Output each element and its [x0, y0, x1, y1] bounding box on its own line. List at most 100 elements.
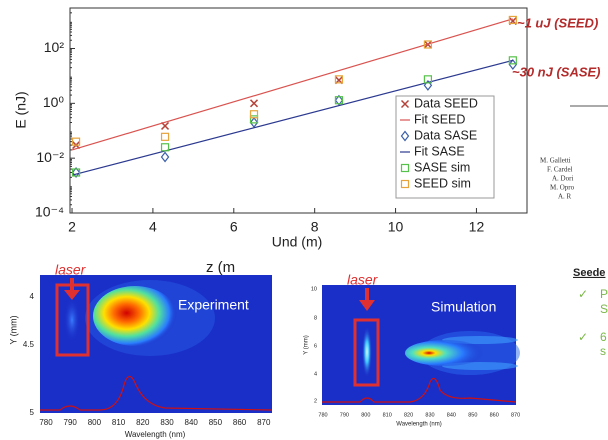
data-point: [71, 137, 81, 146]
author: A. R: [558, 193, 572, 201]
x-tick-label: 810: [112, 418, 126, 427]
x-tick-label: 8: [311, 219, 319, 235]
side-item: P: [600, 287, 608, 301]
legend-swatch: [400, 99, 410, 109]
x-tick-label: 840: [447, 412, 456, 418]
y-tick-label: 8: [314, 315, 317, 321]
experiment-panel: laser Experiment Y (mm) Wavelength (nm): [8, 262, 273, 439]
data-point: [508, 59, 518, 71]
x-tick-label: 830: [160, 418, 174, 427]
fit-line: [71, 18, 514, 151]
panel-title: Experiment: [178, 297, 249, 313]
spectrum: [322, 377, 517, 403]
y-tick-label: 6: [314, 343, 317, 349]
legend-label: Fit SEED: [414, 112, 465, 126]
side-heading: Seede: [573, 267, 605, 279]
data-point: [71, 167, 81, 178]
y-tick-label: 10: [311, 286, 317, 292]
author: A. Dori: [552, 175, 573, 183]
y-tick-label: 5: [30, 408, 35, 417]
laser-spot: [64, 298, 80, 342]
side-item: S: [600, 302, 608, 316]
x-axis-label: Wavelength (nm): [396, 422, 441, 428]
heatmap-blob: [93, 286, 177, 346]
panel-label: laser: [347, 272, 379, 288]
data-point: [249, 110, 259, 119]
data-point: [334, 75, 344, 84]
arrow-head: [359, 300, 375, 311]
panel-label: laser: [55, 262, 87, 278]
data-point: [160, 151, 170, 163]
y-tick-label: 4: [314, 371, 317, 377]
x-axis-label: Wavelength (nm): [125, 430, 186, 439]
legend-swatch: [400, 163, 410, 173]
author: F. Cardel: [547, 166, 573, 174]
y-tick-label: 4: [30, 292, 35, 301]
side-item: s: [600, 344, 606, 358]
arrow-head: [64, 290, 80, 300]
data-point: [423, 40, 433, 49]
legend-label: SASE sim: [414, 160, 470, 174]
author: M. Galletti: [540, 157, 571, 165]
data-point: [249, 117, 259, 128]
x-tick-label: 4: [149, 219, 157, 235]
legend-label: Data SASE: [414, 128, 477, 142]
x-tick-label: 790: [64, 418, 78, 427]
data-point: [160, 143, 170, 152]
check-icon: ✓: [578, 330, 588, 344]
check-icon: ✓: [578, 287, 588, 301]
x-tick-label: 800: [88, 418, 102, 427]
x-tick-label: 850: [209, 418, 223, 427]
x-tick-label: 12: [469, 219, 485, 235]
x-tick-label: 870: [511, 412, 520, 418]
x-tick-label: 2: [68, 219, 76, 235]
laser-spot: [362, 326, 372, 378]
side-item: 6: [600, 330, 607, 344]
y-tick-label: 4.5: [23, 340, 35, 349]
legend-label: Fit SASE: [414, 144, 465, 158]
y-tick-label: 10²: [44, 39, 65, 55]
x-tick-label: 850: [468, 412, 477, 418]
x-tick-label: 800: [361, 412, 370, 418]
x-tick-label: 860: [233, 418, 247, 427]
y-tick-label: 2: [314, 398, 317, 404]
y-tick-label: 10⁰: [43, 94, 65, 110]
plot-frame: [69, 7, 528, 214]
data-point: [423, 75, 433, 84]
x-tick-label: 870: [257, 418, 271, 427]
annotation: ~1 uJ (SEED): [517, 15, 598, 30]
heatmap-blob: [405, 340, 485, 366]
y-tick-label: 10⁻⁴: [35, 204, 64, 220]
x-tick-label: 820: [404, 412, 413, 418]
x-tick-label: 830: [425, 412, 434, 418]
spectrum: [40, 375, 273, 411]
simulation-panel: laser Simulation Y (mm) Wavelength (nm): [304, 272, 520, 428]
data-point: [508, 15, 517, 25]
fit-line: [71, 59, 513, 176]
data-point: [249, 99, 259, 108]
legend: Data SEED Fit SEED Data SASE Fit SASE SASE s…: [395, 95, 495, 199]
y-axis-label: Y (mm): [304, 335, 310, 355]
legend-label: SEED sim: [414, 176, 471, 190]
annotation: ~30 nJ (SASE): [512, 64, 601, 79]
legend-box: [395, 95, 495, 199]
y-tick-label: 10⁻²: [36, 149, 64, 165]
y-axis-label: Y (mm): [8, 315, 18, 344]
x-tick-label: 780: [39, 418, 53, 427]
x-axis-label: Und (m): [272, 234, 323, 250]
data-point: [423, 79, 433, 91]
annotation: z (m: [206, 259, 235, 276]
x-tick-label: 10: [388, 219, 404, 235]
laser-box: [353, 318, 380, 387]
data-point: [160, 132, 170, 141]
panel-title: Simulation: [431, 299, 496, 315]
legend-swatch: [400, 130, 410, 142]
data-point: [249, 115, 259, 124]
x-tick-label: 6: [230, 219, 238, 235]
x-tick-label: 840: [185, 418, 199, 427]
x-tick-label: 860: [490, 412, 499, 418]
data-point: [334, 96, 344, 105]
x-tick-label: 780: [318, 412, 327, 418]
data-point: [334, 94, 344, 106]
